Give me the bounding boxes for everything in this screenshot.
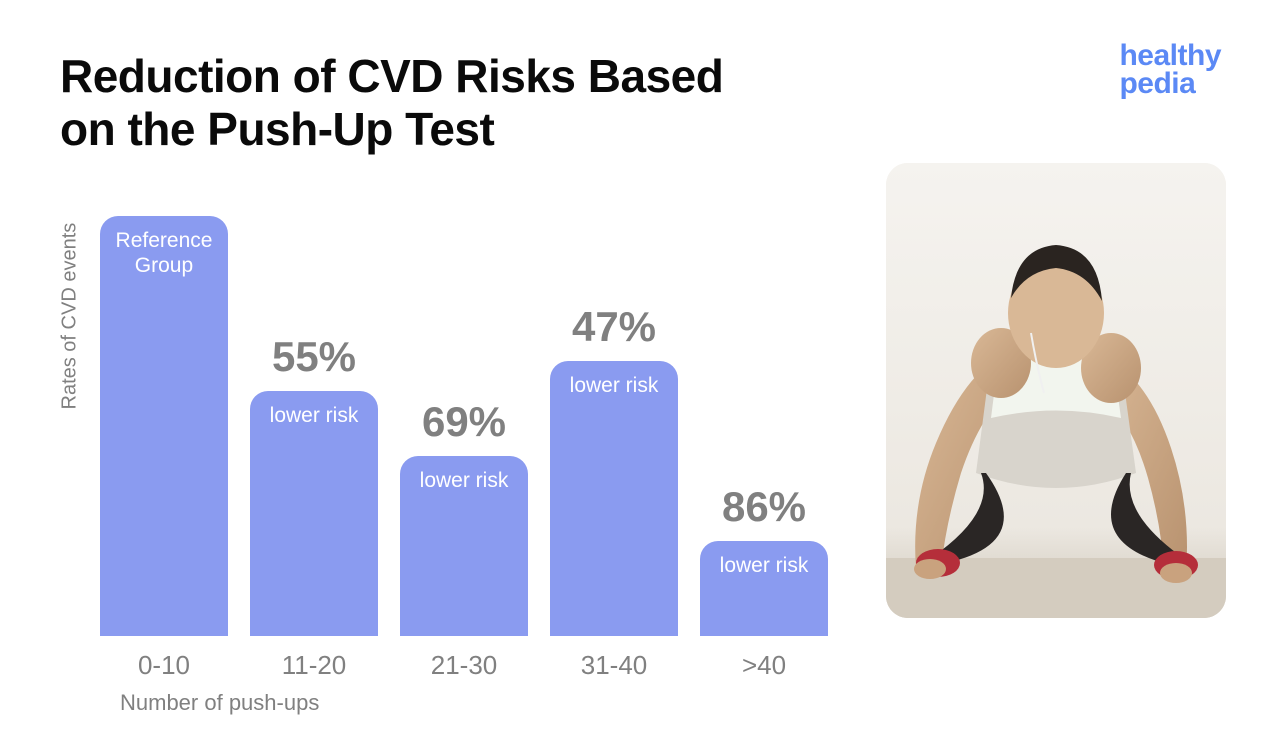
bar-x-label: 0-10 [138, 650, 190, 681]
bar-x-label: >40 [742, 650, 786, 681]
bar-inner-label: ReferenceGroup [116, 228, 213, 278]
bar-chart: Rates of CVD events ReferenceGroup0-1055… [80, 168, 856, 716]
bar-group: 47%lower risk31-40 [550, 361, 678, 636]
bar-group: ReferenceGroup0-10 [100, 216, 228, 636]
infographic-container: Reduction of CVD Risks Based on the Push… [0, 0, 1286, 756]
pushup-illustration [886, 163, 1226, 618]
logo-line-2: pedia [1119, 67, 1195, 100]
bar-percent-label: 47% [572, 303, 656, 351]
bar-percent-label: 86% [722, 483, 806, 531]
brand-logo: healthy pedia [1119, 42, 1221, 97]
y-axis-label: Rates of CVD events [59, 223, 82, 410]
bar-inner-label: lower risk [720, 553, 809, 578]
bar: 55%lower risk11-20 [250, 391, 378, 636]
bar: 86%lower risk>40 [700, 541, 828, 636]
bar-group: 69%lower risk21-30 [400, 456, 528, 636]
bar-x-label: 11-20 [282, 650, 347, 681]
bars-container: ReferenceGroup0-1055%lower risk11-2069%l… [100, 216, 828, 636]
content-row: Rates of CVD events ReferenceGroup0-1055… [80, 168, 1226, 716]
title-line-2: on the Push-Up Test [60, 103, 494, 155]
bar-inner-label: lower risk [270, 403, 359, 428]
bar-group: 86%lower risk>40 [700, 541, 828, 636]
bar-percent-label: 69% [422, 398, 506, 446]
bar-group: 55%lower risk11-20 [250, 391, 378, 636]
title-line-1: Reduction of CVD Risks Based [60, 50, 723, 102]
bar-percent-label: 55% [272, 333, 356, 381]
x-axis-label: Number of push-ups [120, 690, 319, 716]
bar-x-label: 21-30 [431, 650, 498, 681]
bar: 69%lower risk21-30 [400, 456, 528, 636]
page-title: Reduction of CVD Risks Based on the Push… [60, 50, 760, 156]
bar-inner-label: lower risk [420, 468, 509, 493]
bar: 47%lower risk31-40 [550, 361, 678, 636]
bar: ReferenceGroup0-10 [100, 216, 228, 636]
pushup-image [886, 163, 1226, 618]
bar-inner-label: lower risk [570, 373, 659, 398]
bar-x-label: 31-40 [581, 650, 648, 681]
